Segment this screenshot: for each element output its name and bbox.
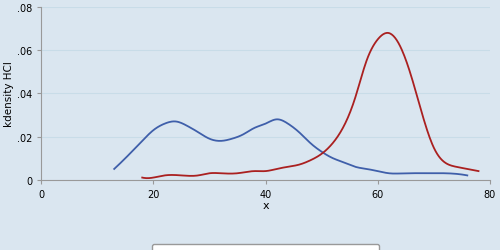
X-axis label: x: x: [262, 200, 269, 210]
Legend: kdensity HCI, kdensity HCI: kdensity HCI, kdensity HCI: [152, 244, 379, 250]
Y-axis label: kdensity HCI: kdensity HCI: [4, 61, 14, 127]
